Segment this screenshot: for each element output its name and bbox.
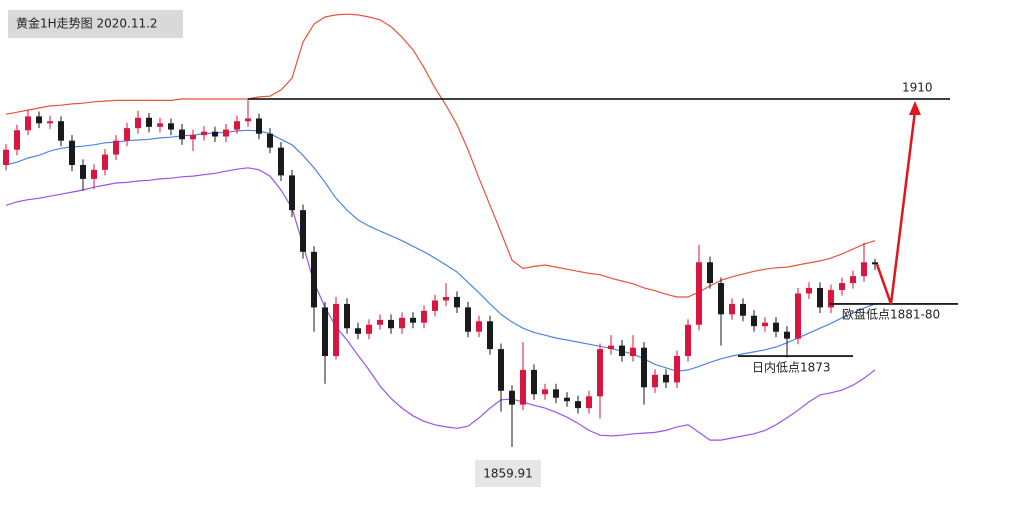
candle-body — [135, 117, 141, 129]
candle-body — [36, 116, 42, 124]
candle-body — [872, 262, 878, 265]
candle-body — [388, 319, 394, 329]
band-line — [5, 13, 876, 298]
candle-body — [432, 300, 438, 311]
candle-body — [399, 317, 405, 329]
candle-body — [575, 401, 581, 409]
candle-body — [542, 389, 548, 395]
candle-body — [553, 389, 559, 398]
candle-body — [861, 262, 867, 277]
candle-body — [157, 123, 163, 127]
candle-body — [179, 129, 185, 140]
candle-body — [410, 317, 416, 323]
candle-body — [14, 130, 20, 150]
candle-body — [707, 262, 713, 284]
candle-body — [190, 135, 196, 140]
candle-body — [80, 164, 86, 179]
candle-body — [465, 307, 471, 332]
candle-body — [443, 296, 449, 301]
candle-body — [531, 369, 537, 395]
candle-body — [245, 118, 251, 122]
candle-body — [311, 251, 317, 308]
title-box — [8, 10, 183, 38]
candle-body — [718, 283, 724, 315]
candle-body — [498, 349, 504, 391]
candle-body — [674, 356, 680, 383]
candle-body — [663, 374, 669, 383]
candle-body — [278, 147, 284, 176]
candle-body — [201, 131, 207, 136]
candle-body — [256, 118, 262, 134]
candle-body — [762, 322, 768, 327]
candle-body — [652, 374, 658, 388]
candle-body — [25, 116, 31, 131]
candle-body — [850, 276, 856, 284]
candle-body — [3, 149, 9, 165]
candle-body — [641, 347, 647, 388]
low-label-box — [475, 459, 541, 487]
candle-body — [630, 347, 636, 357]
candle-body — [597, 349, 603, 397]
candle-body — [696, 262, 702, 325]
candle-body — [421, 310, 427, 323]
candle-body — [146, 117, 152, 127]
candle-body — [124, 128, 130, 141]
candle-body — [267, 133, 273, 148]
candle-body — [355, 328, 361, 334]
chart-title: 黄金1H走势图 2020.11.2 — [16, 16, 158, 31]
candle-body — [751, 315, 757, 327]
candle-body — [608, 345, 614, 350]
candle-body — [58, 121, 64, 141]
candle-body — [476, 321, 482, 332]
candle-body — [564, 397, 570, 402]
projection-arrow — [875, 110, 917, 306]
support-label: 日内低点1873 — [752, 361, 831, 375]
candle-body — [487, 321, 493, 350]
candle-body — [828, 290, 834, 308]
plot: 1910 欧盘低点1881-80 日内低点1873 1859.91 — [3, 13, 958, 487]
candle-body — [454, 296, 460, 308]
candle-body — [784, 331, 790, 339]
arrow-head — [909, 100, 921, 115]
candle-body — [91, 169, 97, 179]
band-line — [5, 167, 876, 441]
candle-body — [377, 319, 383, 325]
candle-body — [168, 123, 174, 130]
candle-body — [234, 121, 240, 130]
candle-body — [366, 324, 372, 334]
candle-body — [619, 345, 625, 357]
candle-body — [773, 322, 779, 332]
candle-body — [685, 324, 691, 357]
band-line — [5, 129, 876, 372]
candle-body — [586, 396, 592, 409]
candle-body — [740, 303, 746, 316]
candle-body — [839, 283, 845, 291]
candle-body — [289, 175, 295, 211]
candle-body — [102, 154, 108, 170]
candle-body — [69, 140, 75, 165]
support-label: 欧盘低点1881-80 — [842, 306, 940, 321]
candle-body — [795, 293, 801, 339]
resistance-label: 1910 — [902, 80, 933, 94]
candle-body — [520, 369, 526, 405]
candle-body — [333, 303, 339, 357]
candle-body — [344, 303, 350, 329]
candle-body — [47, 121, 53, 124]
candle-body — [806, 287, 812, 294]
candle-body — [113, 140, 119, 155]
candle-body — [223, 129, 229, 137]
candle-body — [212, 131, 218, 137]
candle-body — [322, 307, 328, 357]
candle-body — [729, 303, 735, 315]
candle-body — [300, 210, 306, 252]
candle-body — [817, 287, 823, 308]
candle-body — [509, 390, 515, 405]
low-label: 1859.91 — [483, 466, 533, 480]
